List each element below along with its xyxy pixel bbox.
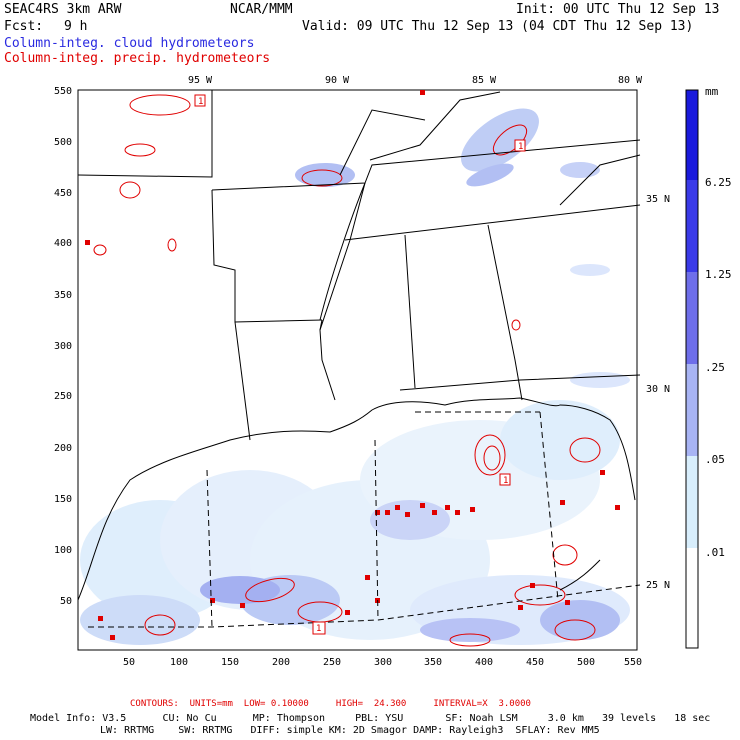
lat-label: 25 N bbox=[646, 580, 670, 591]
y-tick-label: 200 bbox=[54, 443, 72, 454]
box-marker: 1 bbox=[503, 476, 508, 486]
x-tick-label: 150 bbox=[221, 657, 239, 668]
valid-time: Valid: 09 UTC Thu 12 Sep 13 (04 CDT Thu … bbox=[302, 19, 694, 34]
lat-label: 30 N bbox=[646, 384, 670, 395]
lon-labels: 95 W 90 W 85 W 80 W bbox=[188, 75, 643, 86]
colorbar-labels: mm 6.25 1.25 .25 .05 .01 bbox=[705, 85, 732, 559]
y-axis: 550 500 450 400 350 300 250 200 150 100 … bbox=[54, 86, 72, 607]
colorbar-level: .01 bbox=[705, 546, 725, 559]
colorbar-level: 1.25 bbox=[705, 268, 732, 281]
colorbar-level: 6.25 bbox=[705, 176, 732, 189]
x-tick-label: 200 bbox=[272, 657, 290, 668]
lon-label: 80 W bbox=[618, 75, 643, 86]
colorbar-segment bbox=[686, 180, 698, 272]
x-tick-label: 250 bbox=[323, 657, 341, 668]
colorbar-segment bbox=[686, 548, 698, 648]
model-info-line2: LW: RRTMG SW: RRTMG DIFF: simple KM: 2D … bbox=[100, 725, 600, 736]
y-tick-label: 550 bbox=[54, 86, 72, 97]
colorbar-segment bbox=[686, 272, 698, 364]
x-tick-label: 300 bbox=[374, 657, 392, 668]
lat-labels: 35 N 30 N 25 N bbox=[646, 194, 670, 591]
cloud-shading bbox=[80, 108, 630, 645]
x-tick-label: 450 bbox=[526, 657, 544, 668]
y-tick-label: 50 bbox=[60, 596, 72, 607]
x-tick-label: 100 bbox=[170, 657, 188, 668]
colorbar bbox=[685, 89, 699, 649]
field-cloud-label: Column-integ. cloud hydrometeors bbox=[4, 36, 255, 51]
x-tick-label: 350 bbox=[424, 657, 442, 668]
colorbar-segment bbox=[686, 456, 698, 548]
x-tick-label: 400 bbox=[475, 657, 493, 668]
colorbar-level: .05 bbox=[705, 453, 725, 466]
forecast-label: Fcst: bbox=[4, 19, 44, 34]
contours-info: CONTOURS: UNITS=mm LOW= 0.10000 HIGH= 24… bbox=[130, 699, 531, 709]
lon-label: 85 W bbox=[472, 75, 497, 86]
lat-label: 35 N bbox=[646, 194, 670, 205]
x-tick-label: 550 bbox=[624, 657, 642, 668]
y-tick-label: 300 bbox=[54, 341, 72, 352]
lon-label: 90 W bbox=[325, 75, 350, 86]
colorbar-segment bbox=[686, 364, 698, 456]
forecast-hour: 9 h bbox=[64, 19, 88, 34]
colorbar-unit: mm bbox=[705, 85, 719, 98]
field-precip-label: Column-integ. precip. hydrometeors bbox=[4, 51, 271, 66]
source-label: NCAR/MMM bbox=[230, 2, 293, 17]
box-marker: 1 bbox=[198, 97, 203, 107]
lon-label: 95 W bbox=[188, 75, 213, 86]
x-tick-label: 50 bbox=[123, 657, 135, 668]
y-tick-label: 500 bbox=[54, 137, 72, 148]
subdomain-box bbox=[88, 411, 641, 628]
box-marker: 1 bbox=[316, 624, 321, 634]
y-tick-label: 450 bbox=[54, 188, 72, 199]
init-time: Init: 00 UTC Thu 12 Sep 13 bbox=[516, 2, 720, 17]
model-info-line1: Model Info: V3.5 CU: No Cu MP: Thompson … bbox=[30, 713, 711, 724]
coastline bbox=[77, 397, 636, 601]
x-axis: 50 100 150 200 250 300 350 400 450 500 5… bbox=[123, 657, 642, 668]
political-boundaries bbox=[77, 90, 641, 441]
colorbar-segment bbox=[686, 90, 698, 180]
model-title: SEAC4RS 3km ARW bbox=[4, 2, 122, 17]
y-tick-label: 400 bbox=[54, 238, 72, 249]
box-marker: 1 bbox=[518, 142, 523, 152]
x-tick-label: 500 bbox=[577, 657, 595, 668]
box-markers: 1 1 1 1 bbox=[194, 94, 526, 635]
precip-contours bbox=[93, 94, 601, 647]
y-tick-label: 250 bbox=[54, 391, 72, 402]
y-tick-label: 100 bbox=[54, 545, 72, 556]
colorbar-level: .25 bbox=[705, 361, 725, 374]
y-tick-label: 150 bbox=[54, 494, 72, 505]
y-tick-label: 350 bbox=[54, 290, 72, 301]
